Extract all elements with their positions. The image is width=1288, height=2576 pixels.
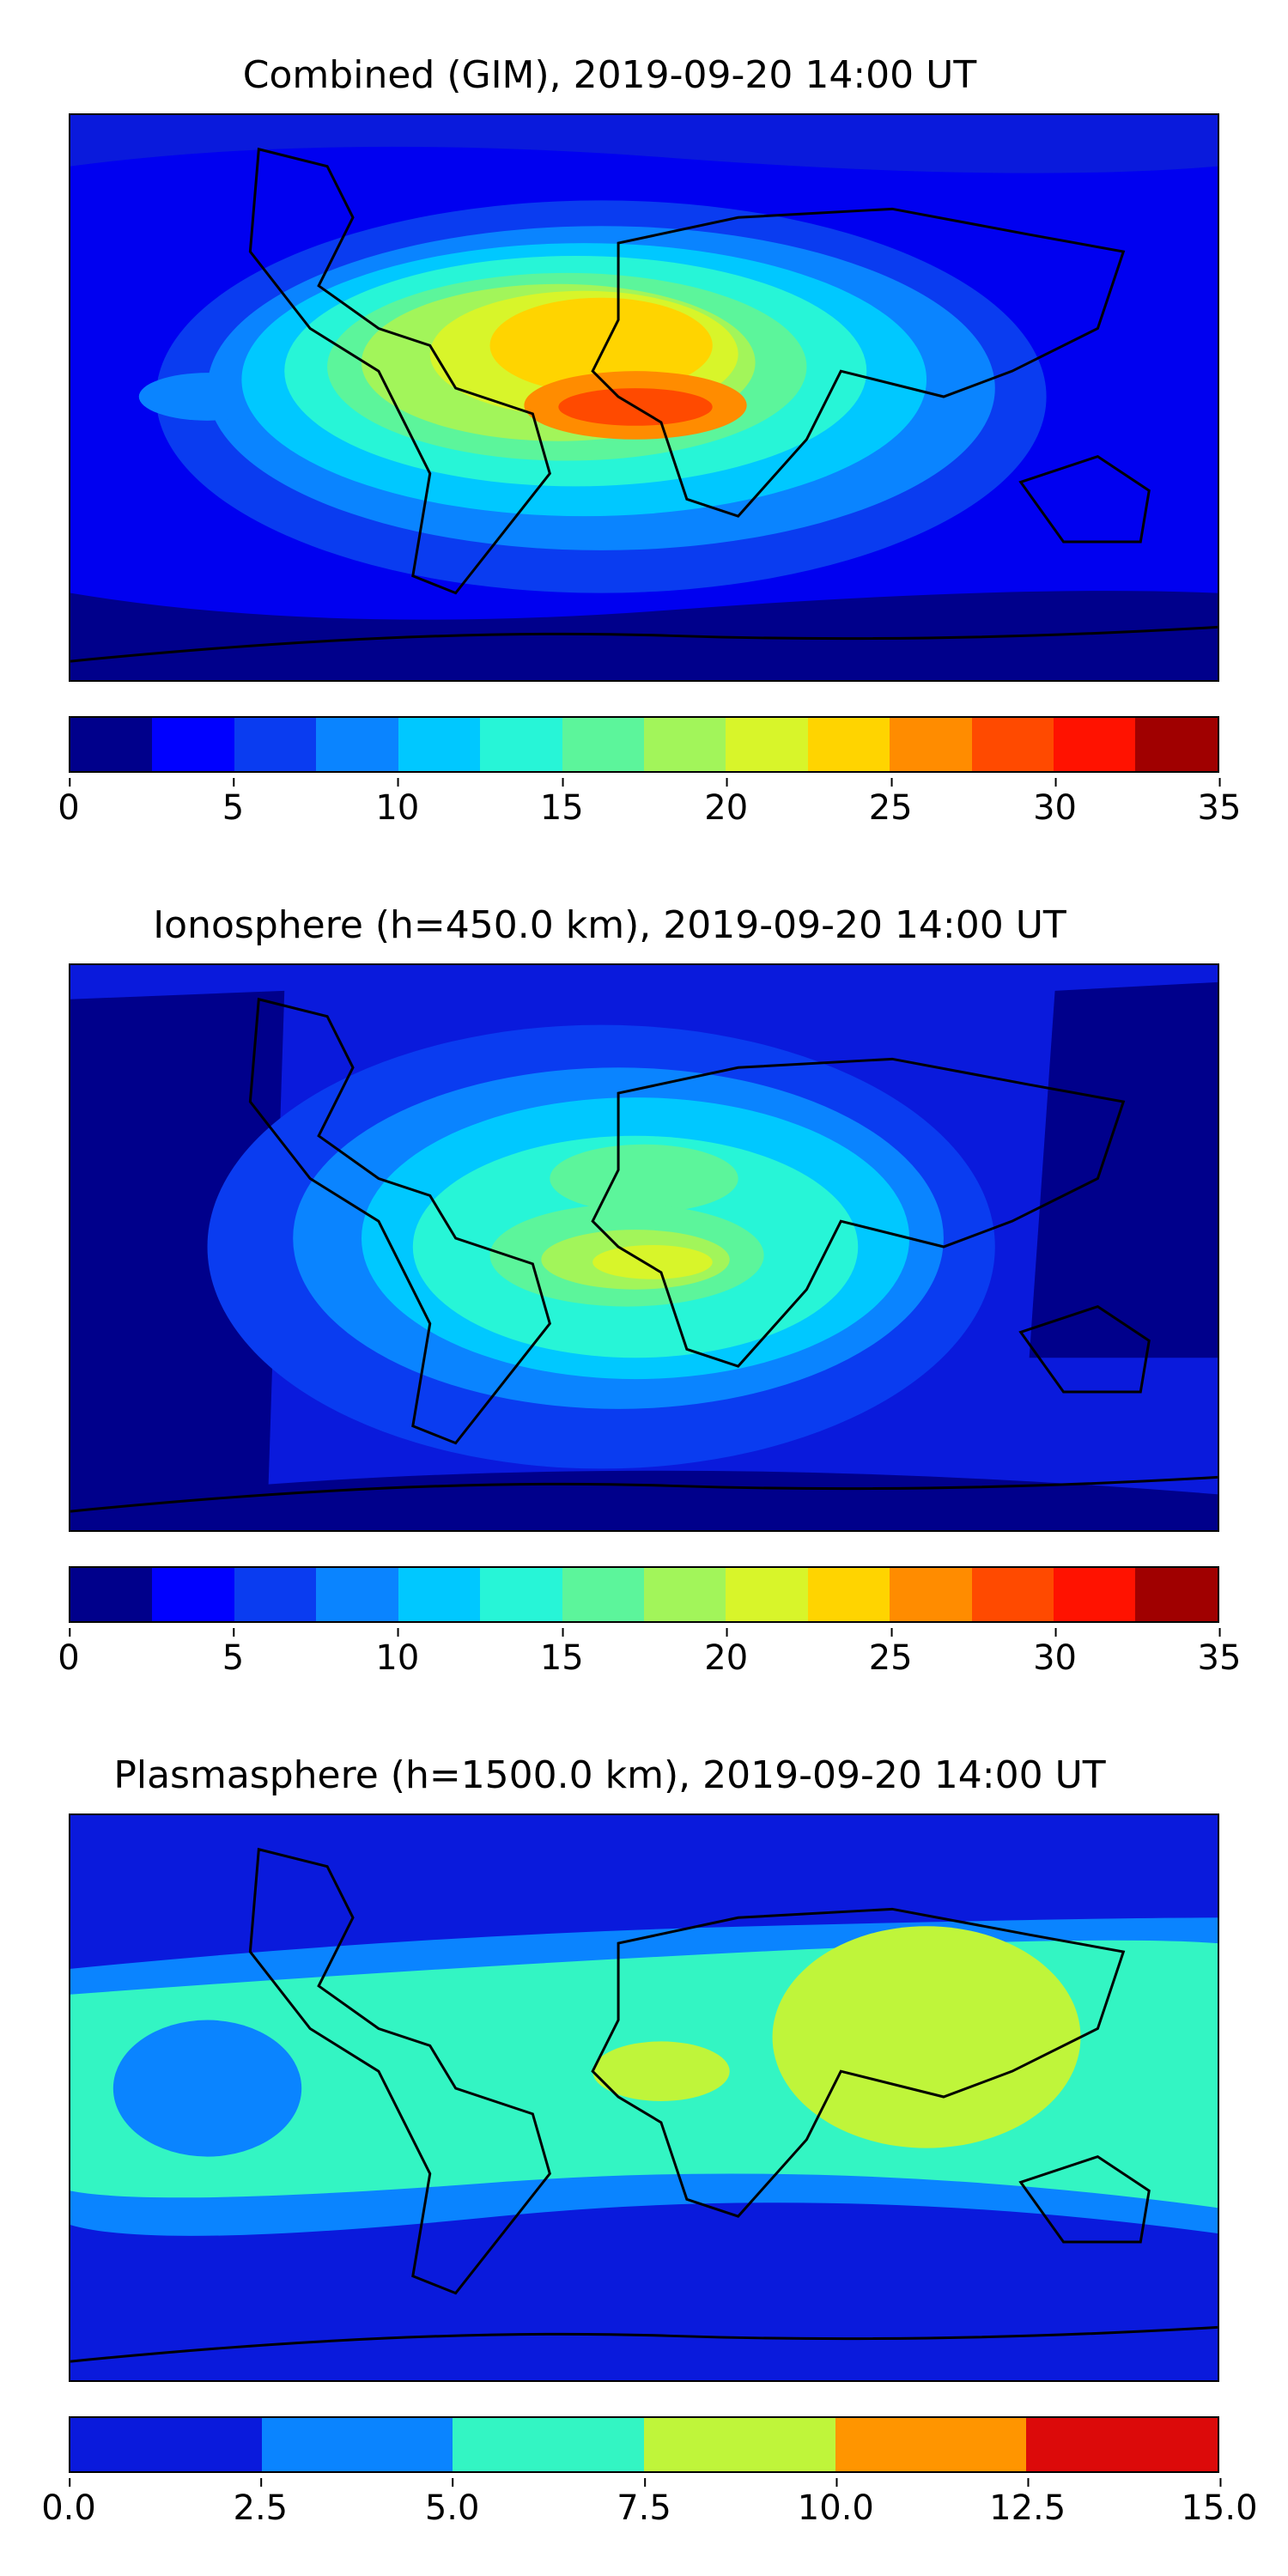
colorbar-tick-label: 25	[868, 1628, 913, 1678]
colorbar-segment-1	[152, 718, 234, 771]
colorbar-tick-label: 0	[58, 1628, 80, 1678]
colorbar-segment-13	[1135, 718, 1218, 771]
colorbar-tick-label: 7.5	[617, 2478, 671, 2528]
panel-3-colorbar	[69, 2416, 1219, 2473]
colorbar-segment-6	[562, 1568, 644, 1621]
panel-3-colorbar-ticks: 0.0 2.5 5.0 7.5 10.0 12.5 15.0	[41, 2478, 1258, 2540]
colorbar-segment-4	[398, 718, 481, 771]
colorbar-tick-label: 5.0	[424, 2478, 480, 2528]
colorbar-segment-9	[807, 1568, 890, 1621]
colorbar-tick-label: 30	[1033, 1628, 1078, 1678]
colorbar-tick-label: 15	[539, 1628, 584, 1678]
colorbar-segment-10	[890, 718, 972, 771]
colorbar-segment-8	[726, 718, 808, 771]
colorbar-tick-label: 10.0	[797, 2478, 874, 2528]
colorbar-tick-label: 12.5	[989, 2478, 1066, 2528]
panel-3-map	[69, 1814, 1219, 2382]
colorbar-segment-10	[890, 1568, 972, 1621]
colorbar-tick-label: 20	[704, 778, 749, 828]
colorbar-segment-8	[726, 1568, 808, 1621]
colorbar-tick-label: 15.0	[1181, 2478, 1258, 2528]
panel-2-map	[69, 963, 1219, 1532]
colorbar-segment-5	[1026, 2418, 1218, 2471]
colorbar-segment-1	[152, 1568, 234, 1621]
colorbar-tick-label: 20	[704, 1628, 749, 1678]
panel-3-title: Plasmasphere (h=1500.0 km), 2019-09-20 1…	[113, 1753, 1106, 1797]
colorbar-segment-4	[835, 2418, 1027, 2471]
colorbar-segment-2	[234, 1568, 317, 1621]
colorbar-segment-2	[453, 2418, 645, 2471]
colorbar-segment-0	[70, 718, 153, 771]
colorbar-segment-1	[261, 2418, 453, 2471]
colorbar-segment-11	[971, 718, 1054, 771]
colorbar-segment-9	[807, 718, 890, 771]
colorbar-segment-7	[643, 1568, 726, 1621]
panel-1-colorbar-ticks: 0 5 10 15 20 25 30 35	[58, 778, 1241, 840]
panel-2-colorbar	[69, 1566, 1219, 1623]
colorbar-tick-label: 0	[58, 778, 80, 828]
colorbar-tick-label: 5	[222, 778, 245, 828]
colorbar-tick-label: 5	[222, 1628, 245, 1678]
colorbar-segment-5	[480, 718, 562, 771]
panel-1-map	[69, 113, 1219, 682]
colorbar-segment-0	[70, 1568, 153, 1621]
panel-2-colorbar-ticks: 0 5 10 15 20 25 30 35	[58, 1628, 1241, 1690]
panel-1-colorbar	[69, 716, 1219, 773]
colorbar-segment-11	[971, 1568, 1054, 1621]
colorbar-tick-label: 25	[868, 778, 913, 828]
colorbar-segment-3	[316, 718, 398, 771]
colorbar-segment-3	[316, 1568, 398, 1621]
colorbar-segment-3	[644, 2418, 835, 2471]
colorbar-segment-12	[1054, 718, 1136, 771]
colorbar-segment-5	[480, 1568, 562, 1621]
panel-1-title: Combined (GIM), 2019-09-20 14:00 UT	[242, 53, 977, 97]
colorbar-tick-label: 30	[1033, 778, 1078, 828]
colorbar-tick-label: 0.0	[41, 2478, 96, 2528]
colorbar-tick-label: 35	[1197, 1628, 1242, 1678]
colorbar-tick-label: 15	[539, 778, 584, 828]
colorbar-tick-label: 10	[375, 1628, 420, 1678]
colorbar-segment-0	[70, 2418, 262, 2471]
colorbar-tick-label: 10	[375, 778, 420, 828]
colorbar-tick-label: 35	[1197, 778, 1242, 828]
colorbar-segment-2	[234, 718, 317, 771]
colorbar-segment-7	[643, 718, 726, 771]
colorbar-segment-12	[1054, 1568, 1136, 1621]
colorbar-tick-label: 2.5	[233, 2478, 289, 2528]
colorbar-segment-4	[398, 1568, 481, 1621]
colorbar-segment-6	[562, 718, 644, 771]
colorbar-segment-13	[1135, 1568, 1218, 1621]
panel-2-title: Ionosphere (h=450.0 km), 2019-09-20 14:0…	[153, 903, 1066, 947]
